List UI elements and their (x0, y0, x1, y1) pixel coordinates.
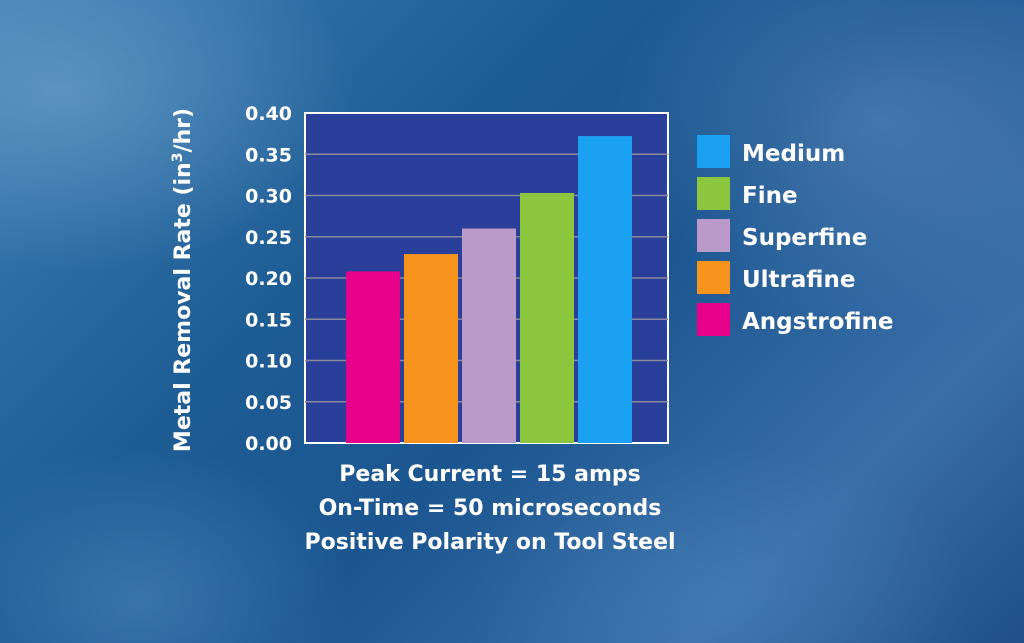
annotation-peak-current: Peak Current = 15 amps (339, 462, 641, 487)
y-axis-label-superscript: 3 (170, 153, 186, 163)
legend-swatch-fine (697, 177, 730, 210)
y-tick-label: 0.15 (245, 309, 292, 331)
bar-medium (578, 136, 632, 443)
y-tick-labels: 0.00 0.05 0.10 0.15 0.20 0.25 0.30 0.35 0.40 (245, 103, 292, 455)
y-tick-label: 0.00 (245, 433, 292, 455)
legend-swatch-medium (697, 135, 730, 168)
y-axis-label-unit: /hr) (171, 108, 196, 153)
bar-fine (520, 193, 574, 443)
y-tick-label: 0.40 (245, 103, 292, 125)
legend-label-angstrofine: Angstrofine (742, 309, 894, 335)
y-axis-label: Metal Removal Rate (in3/hr) (170, 108, 196, 452)
legend-swatch-angstrofine (697, 303, 730, 336)
legend-label-fine: Fine (742, 183, 798, 209)
y-tick-label: 0.20 (245, 268, 292, 290)
y-tick-label: 0.30 (245, 186, 292, 208)
y-tick-label: 0.35 (245, 144, 292, 166)
y-axis-label-main: Metal Removal Rate (in (171, 162, 196, 452)
legend-swatch-ultrafine (697, 261, 730, 294)
y-tick-label: 0.10 (245, 351, 292, 373)
legend-label-medium: Medium (742, 141, 845, 167)
y-tick-label: 0.25 (245, 227, 292, 249)
bar-superfine (462, 228, 516, 443)
bar-angstrofine (346, 271, 400, 443)
legend-swatch-superfine (697, 219, 730, 252)
y-tick-label: 0.05 (245, 392, 292, 414)
legend-label-ultrafine: Ultrafine (742, 267, 855, 293)
annotation-polarity: Positive Polarity on Tool Steel (304, 530, 676, 555)
legend-label-superfine: Superfine (742, 225, 867, 251)
bars (346, 136, 632, 443)
legend: Medium Fine Superfine Ultrafine Angstrofine (697, 135, 894, 336)
bar-ultrafine (404, 254, 458, 443)
annotation-on-time: On-Time = 50 microseconds (318, 496, 662, 521)
